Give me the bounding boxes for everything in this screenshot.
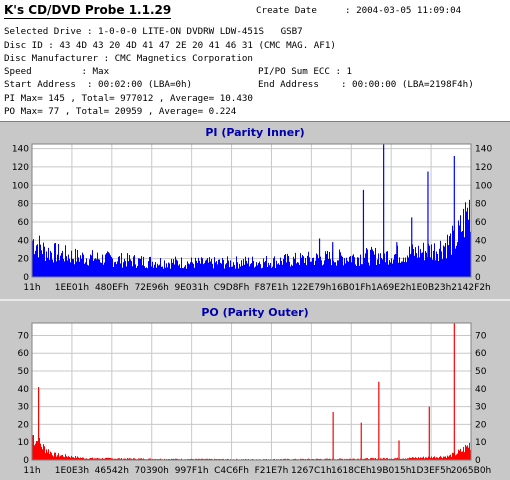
pi-ytick-left: 100 <box>12 181 29 191</box>
po-chart-title: PO (Parity Outer) <box>201 306 309 319</box>
po-xtick: F21E7h <box>255 466 289 476</box>
pi-ytick-left: 20 <box>18 255 30 265</box>
pi-xtick: 1EE01h <box>55 283 89 293</box>
selected-drive-line: Selected Drive : 1-0-0-0 LITE-ON DVDRW L… <box>4 26 303 37</box>
po-xtick: 46542h <box>95 466 129 476</box>
pi-ytick-right: 100 <box>475 181 492 191</box>
po-xtick: 1E0E3h <box>55 466 89 476</box>
pi-stats-line: PI Max= 145 , Total= 977012 , Average= 1… <box>4 93 253 104</box>
pi-ytick-right: 60 <box>475 218 487 228</box>
pi-plot-frame <box>31 143 472 278</box>
po-plot-area <box>31 322 472 461</box>
po-ytick-right: 70 <box>475 331 487 341</box>
po-chart-panel: PO (Parity Outer) 0 0 10 10 20 20 30 30 40 40 50 50… <box>0 299 510 480</box>
pi-ytick-right: 140 <box>475 145 492 155</box>
pi-ytick-right: 80 <box>475 200 487 210</box>
pi-chart-title: PI (Parity Inner) <box>205 126 305 139</box>
po-ytick-left: 60 <box>18 349 30 359</box>
pi-ytick-right: 20 <box>475 255 487 265</box>
pi-chart: 0 0 20 20 40 40 60 60 80 80 100 100 120 120 140 140 11h 1… <box>12 143 492 293</box>
po-xtick: 2065B0h <box>451 466 492 476</box>
pi-chart-panel: PI (Parity Inner) 0 0 20 20 40 40 60 60 80 80 100 1… <box>0 121 510 299</box>
create-date-value: : 2004-03-05 11:09:04 <box>345 5 462 16</box>
pi-ytick-right: 120 <box>475 163 492 173</box>
po-series-bars <box>32 435 471 460</box>
start-address-line: Start Address : 00:02:00 (LBA=0h) <box>4 79 193 90</box>
pi-ytick-left: 140 <box>12 145 29 155</box>
pi-xtick: 16B01Fh <box>331 283 371 293</box>
po-ytick-right: 0 <box>475 456 481 466</box>
po-ytick-left: 70 <box>18 331 30 341</box>
po-xtick: 1618CEh <box>331 466 372 476</box>
po-xtick: 1D3EF5h <box>411 466 452 476</box>
pi-xtick: 1A69E2h <box>371 283 411 293</box>
po-ytick-left: 40 <box>18 385 30 395</box>
po-ytick-left: 50 <box>18 367 30 377</box>
po-stats-line: PO Max= 77 , Total= 20959 , Average= 0.2… <box>4 106 237 117</box>
end-address-line: End Address : 00:00:00 (LBA=2198F4h) <box>258 79 474 90</box>
info-panel: K's CD/DVD Probe 1.1.29 Create Date : 20… <box>0 0 510 121</box>
po-xtick: 11h <box>23 466 40 476</box>
po-ytick-left: 10 <box>18 438 30 448</box>
po-xtick: 997F1h <box>175 466 209 476</box>
disc-manufacturer-line: Disc Manufacturer : CMC Magnetics Corpor… <box>4 53 253 64</box>
disc-id-line: Disc ID : 43 4D 43 20 4D 41 47 2E 20 41 … <box>4 40 336 51</box>
pi-ytick-left: 80 <box>18 200 30 210</box>
po-ytick-right: 40 <box>475 385 487 395</box>
speed-line: Speed : Max <box>4 66 110 77</box>
pi-xtick: F87E1h <box>255 283 289 293</box>
pi-ytick-left: 40 <box>18 236 30 246</box>
pi-xtick: 9E031h <box>174 283 208 293</box>
pi-xtick: 11h <box>23 283 40 293</box>
po-chart: 0 0 10 10 20 20 30 30 40 40 50 50 60 60 70 70 11h 1E0E3h 4… <box>18 322 492 476</box>
po-xtick: C4C6Fh <box>214 466 249 476</box>
po-ytick-left: 20 <box>18 420 30 430</box>
po-plot-frame <box>31 322 472 461</box>
pi-xtick: 480EFh <box>95 283 129 293</box>
pi-xtick: C9D8Fh <box>214 283 250 293</box>
pi-xtick: 2142F2h <box>451 283 491 293</box>
po-ytick-left: 0 <box>23 456 29 466</box>
po-xtick: 19B015h <box>371 466 412 476</box>
po-ytick-right: 10 <box>475 438 487 448</box>
po-ytick-right: 60 <box>475 349 487 359</box>
pi-xtick: 122E79h <box>291 283 331 293</box>
po-ytick-right: 50 <box>475 367 487 377</box>
po-ytick-right: 20 <box>475 420 487 430</box>
pi-ytick-right: 40 <box>475 236 487 246</box>
create-date-label: Create Date <box>256 5 317 16</box>
pi-ytick-left: 0 <box>23 273 29 283</box>
pipo-sum-ecc-line: PI/PO Sum ECC : 1 <box>258 66 353 77</box>
pi-xtick: 1E0B23h <box>411 283 451 293</box>
app-title: K's CD/DVD Probe 1.1.29 <box>4 3 172 19</box>
po-xtick: 70390h <box>135 466 169 476</box>
po-xtick: 1267C1h <box>291 466 332 476</box>
pi-ytick-left: 60 <box>18 218 30 228</box>
pi-ytick-right: 0 <box>475 273 481 283</box>
po-ytick-left: 30 <box>18 403 30 413</box>
po-ytick-right: 30 <box>475 403 487 413</box>
pi-ytick-left: 120 <box>12 163 29 173</box>
pi-xtick: 72E96h <box>135 283 169 293</box>
